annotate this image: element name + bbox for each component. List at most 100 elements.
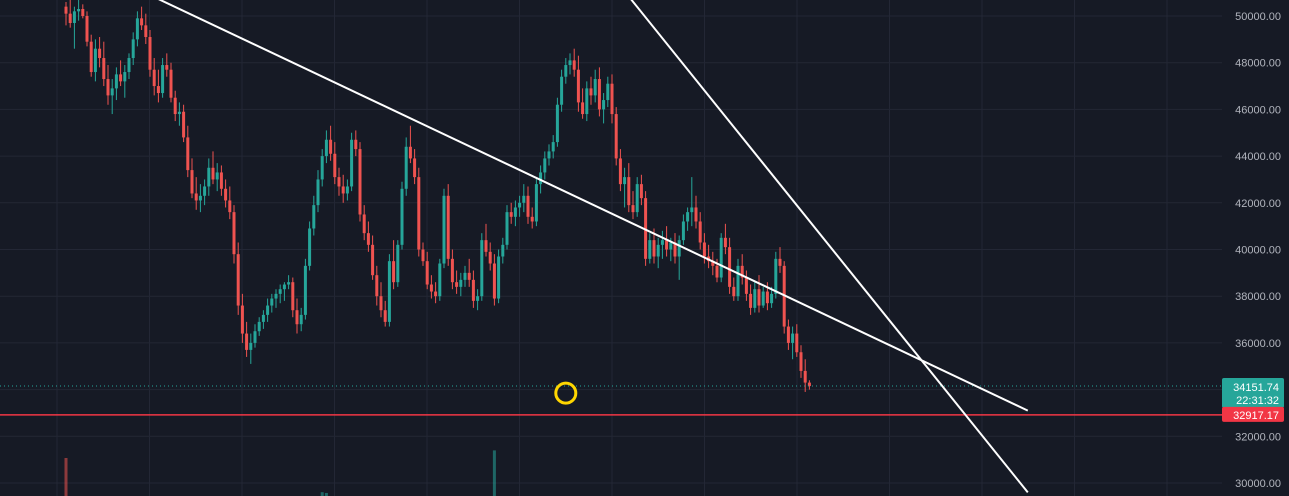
candle bbox=[673, 233, 677, 264]
candle-body bbox=[240, 305, 244, 334]
candle-body bbox=[270, 298, 274, 306]
candle-body bbox=[211, 167, 215, 180]
volume-bar bbox=[320, 492, 324, 496]
price-tick-label: 30000.00 bbox=[1235, 478, 1281, 490]
candle-body bbox=[690, 207, 694, 213]
candle bbox=[85, 11, 89, 47]
volume-bar bbox=[324, 492, 328, 496]
candle bbox=[585, 81, 589, 122]
candle-body bbox=[207, 167, 211, 187]
candle-body bbox=[299, 314, 303, 325]
candlesticks bbox=[64, 0, 811, 392]
candle bbox=[534, 177, 538, 227]
candle bbox=[282, 282, 286, 301]
candle bbox=[564, 58, 568, 84]
candle bbox=[509, 202, 513, 224]
candle-body bbox=[329, 139, 333, 154]
candle bbox=[723, 223, 727, 255]
candle-body bbox=[144, 25, 148, 38]
candle-body bbox=[555, 104, 559, 143]
candle-body bbox=[148, 37, 152, 70]
candle bbox=[795, 324, 799, 357]
candle-body bbox=[345, 186, 349, 194]
candle-body bbox=[497, 256, 501, 299]
candle bbox=[568, 53, 572, 75]
candle bbox=[711, 251, 715, 276]
candle-body bbox=[64, 6, 68, 14]
candle bbox=[623, 167, 627, 208]
candle bbox=[555, 97, 559, 147]
candle-body bbox=[543, 158, 547, 173]
candle-body bbox=[635, 184, 639, 213]
candle bbox=[329, 125, 333, 161]
candle bbox=[690, 177, 694, 227]
candle-body bbox=[518, 202, 522, 208]
candle bbox=[257, 317, 261, 336]
candle bbox=[173, 90, 177, 122]
candle-body bbox=[173, 97, 177, 115]
candle bbox=[177, 102, 181, 126]
candle-body bbox=[77, 8, 81, 12]
candle-body bbox=[421, 249, 425, 262]
candle bbox=[677, 235, 681, 280]
candle bbox=[182, 104, 186, 143]
candle bbox=[379, 282, 383, 318]
candle-body bbox=[408, 146, 412, 159]
candle bbox=[152, 58, 156, 96]
price-tick-label: 36000.00 bbox=[1235, 338, 1281, 350]
candle bbox=[639, 174, 643, 206]
candle bbox=[207, 158, 211, 196]
candle bbox=[253, 324, 257, 348]
candle bbox=[396, 240, 400, 287]
candle bbox=[131, 32, 135, 66]
candle-body bbox=[156, 86, 160, 94]
candle bbox=[232, 205, 236, 264]
bar-countdown: 22:31:32 bbox=[1236, 395, 1279, 407]
candle-body bbox=[526, 195, 530, 217]
candle bbox=[757, 275, 761, 313]
candle bbox=[665, 226, 669, 257]
candle bbox=[644, 191, 648, 266]
candle-body bbox=[396, 244, 400, 283]
candle bbox=[450, 249, 454, 290]
candle bbox=[404, 137, 408, 196]
candle-body bbox=[623, 177, 627, 185]
candle-body bbox=[358, 149, 362, 215]
candle-body bbox=[177, 111, 181, 115]
price-tick-label: 44000.00 bbox=[1235, 151, 1281, 163]
candle bbox=[345, 179, 349, 201]
candle-body bbox=[429, 284, 433, 292]
candle bbox=[753, 282, 757, 313]
candle bbox=[513, 200, 517, 227]
candle bbox=[383, 300, 387, 327]
candle-body bbox=[539, 172, 543, 185]
candle-body bbox=[803, 370, 807, 383]
candle bbox=[299, 307, 303, 332]
candle-body bbox=[417, 177, 421, 250]
candle-body bbox=[480, 240, 484, 297]
candle bbox=[98, 37, 102, 68]
candle-body bbox=[194, 193, 198, 201]
candle bbox=[236, 242, 240, 315]
candle-body bbox=[509, 212, 513, 217]
candle bbox=[194, 177, 198, 210]
last-price-tag bbox=[1222, 378, 1284, 409]
candle-body bbox=[169, 69, 173, 98]
candle-body bbox=[795, 333, 799, 353]
candle-body bbox=[446, 195, 450, 259]
candle bbox=[165, 53, 169, 77]
candle bbox=[807, 380, 811, 390]
candle-body bbox=[585, 88, 589, 115]
candle-body bbox=[140, 18, 144, 26]
candle bbox=[492, 254, 496, 306]
candle-body bbox=[375, 275, 379, 297]
candle-body bbox=[593, 79, 597, 96]
candle bbox=[589, 76, 593, 105]
candle bbox=[387, 254, 391, 327]
candle-body bbox=[597, 79, 601, 110]
candle bbox=[778, 247, 782, 273]
candle bbox=[602, 93, 606, 124]
candle-body bbox=[93, 48, 97, 73]
candle bbox=[350, 132, 354, 192]
